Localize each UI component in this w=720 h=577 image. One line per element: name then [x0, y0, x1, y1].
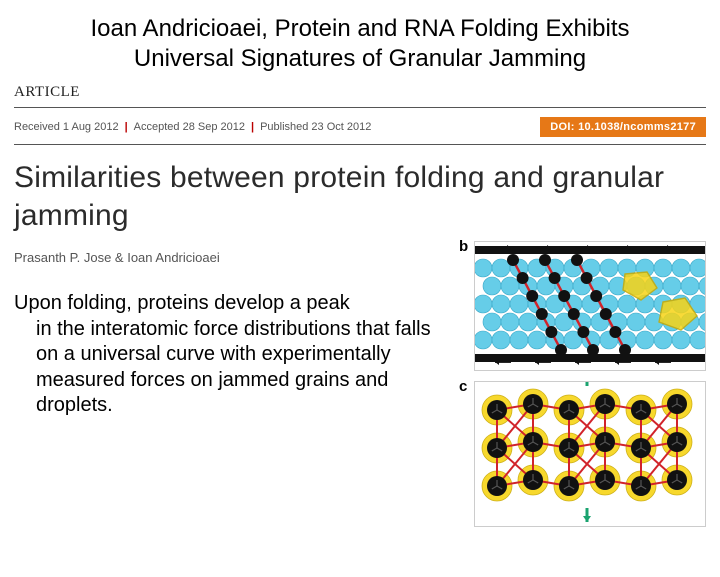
article-label: ARTICLE	[14, 80, 706, 103]
figure-c-svg	[475, 382, 705, 526]
figure-c: c	[474, 381, 706, 527]
summary-paragraph: Upon folding, proteins develop a peak in…	[14, 291, 462, 577]
figure-b-label: b	[459, 238, 468, 255]
article-meta-row: Received 1 Aug 2012 | Accepted 28 Sep 20…	[14, 111, 706, 141]
figure-column: b c	[474, 241, 706, 527]
figure-b: b	[474, 241, 706, 371]
slide-title: Ioan Andricioaei, Protein and RNA Foldin…	[0, 0, 720, 80]
doi-badge: DOI: 10.1038/ncomms2177	[540, 117, 706, 137]
meta-accepted: Accepted 28 Sep 2012	[134, 121, 245, 133]
paper-title: Similarities between protein folding and…	[14, 151, 706, 240]
meta-sep: |	[125, 121, 128, 133]
summary-first-line: Upon folding, proteins develop a peak	[14, 292, 350, 314]
meta-published: Published 23 Oct 2012	[260, 121, 371, 133]
figure-c-label: c	[459, 378, 467, 395]
meta-received: Received 1 Aug 2012	[14, 121, 119, 133]
divider	[14, 107, 706, 108]
body-row: Upon folding, proteins develop a peak in…	[0, 269, 720, 577]
divider	[14, 144, 706, 145]
figure-b-svg	[475, 242, 705, 370]
meta-sep: |	[251, 121, 254, 133]
summary-rest: in the interatomic force distributions t…	[14, 317, 454, 419]
